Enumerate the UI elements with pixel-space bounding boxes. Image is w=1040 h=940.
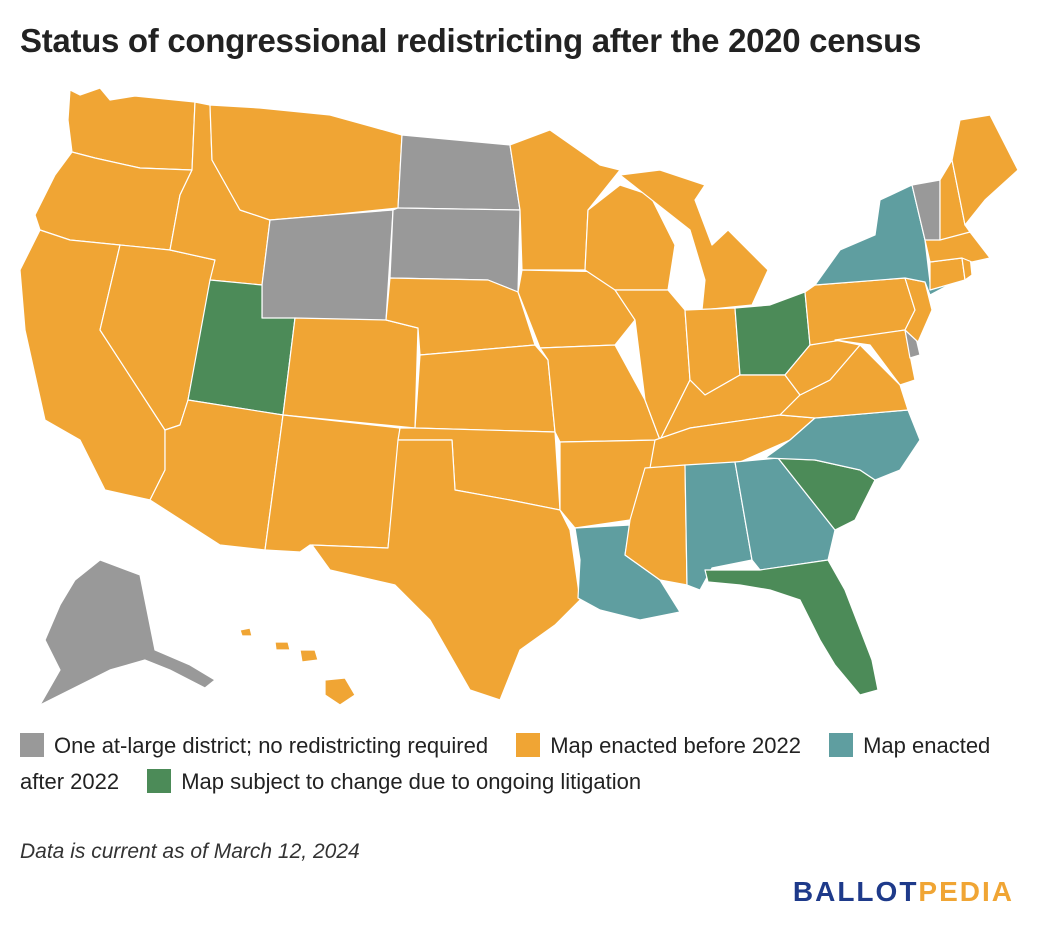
state-michigan[interactable] [619, 169, 769, 311]
state-wisconsin[interactable] [584, 184, 676, 291]
state-kansas[interactable] [414, 344, 556, 433]
state-new-hampshire[interactable] [939, 159, 971, 241]
state-colorado[interactable] [282, 317, 419, 429]
legend-label-after-2022: Map enacted after 2022 [20, 733, 991, 794]
state-connecticut[interactable] [929, 257, 966, 291]
state-new-york[interactable] [814, 184, 959, 296]
legend-label-at-large: One at-large district; no redistricting … [54, 733, 489, 758]
legend: One at-large district; no redistricting … [20, 728, 1020, 800]
state-florida[interactable] [704, 559, 879, 696]
legend-swatch-litigation [147, 769, 172, 793]
legend-swatch-at-large [20, 733, 44, 757]
state-wyoming[interactable] [261, 209, 394, 326]
state-maryland[interactable] [834, 329, 916, 386]
state-alaska[interactable] [39, 559, 216, 706]
data-note: Data is current as of March 12, 2024 [20, 840, 360, 863]
page-title: Status of congressional redistricting af… [20, 22, 922, 59]
legend-label-before-2022: Map enacted before 2022 [550, 733, 801, 758]
logo-part-ballot: BALLOT [792, 876, 919, 907]
state-north-carolina[interactable] [764, 409, 921, 481]
legend-item-before-2022: Map enacted before 2022 [516, 733, 829, 758]
state-hawaii-4[interactable] [324, 677, 356, 706]
legend-swatch-before-2022 [516, 733, 541, 757]
legend-swatch-after-2022 [829, 733, 854, 757]
state-montana[interactable] [209, 104, 403, 221]
legend-label-litigation: Map subject to change due to ongoing lit… [181, 769, 642, 794]
us-map [19, 87, 1019, 706]
state-hawaii-2[interactable] [274, 641, 291, 651]
state-new-mexico[interactable] [264, 414, 401, 553]
state-north-dakota[interactable] [397, 134, 521, 211]
state-texas[interactable] [311, 439, 581, 701]
legend-item-litigation: Map subject to change due to ongoing lit… [147, 769, 663, 794]
legend-item-at-large: One at-large district; no redistricting … [20, 733, 516, 758]
state-hawaii-1[interactable] [239, 627, 253, 637]
logo-part-pedia: PEDIA [918, 876, 1014, 907]
legend-item-after-2022: Map enacted after 2022 [20, 733, 990, 794]
state-hawaii-3[interactable] [299, 649, 319, 663]
ballotpedia-logo[interactable]: BALLOTPEDIA [793, 876, 1014, 908]
state-maine[interactable] [951, 114, 1019, 226]
